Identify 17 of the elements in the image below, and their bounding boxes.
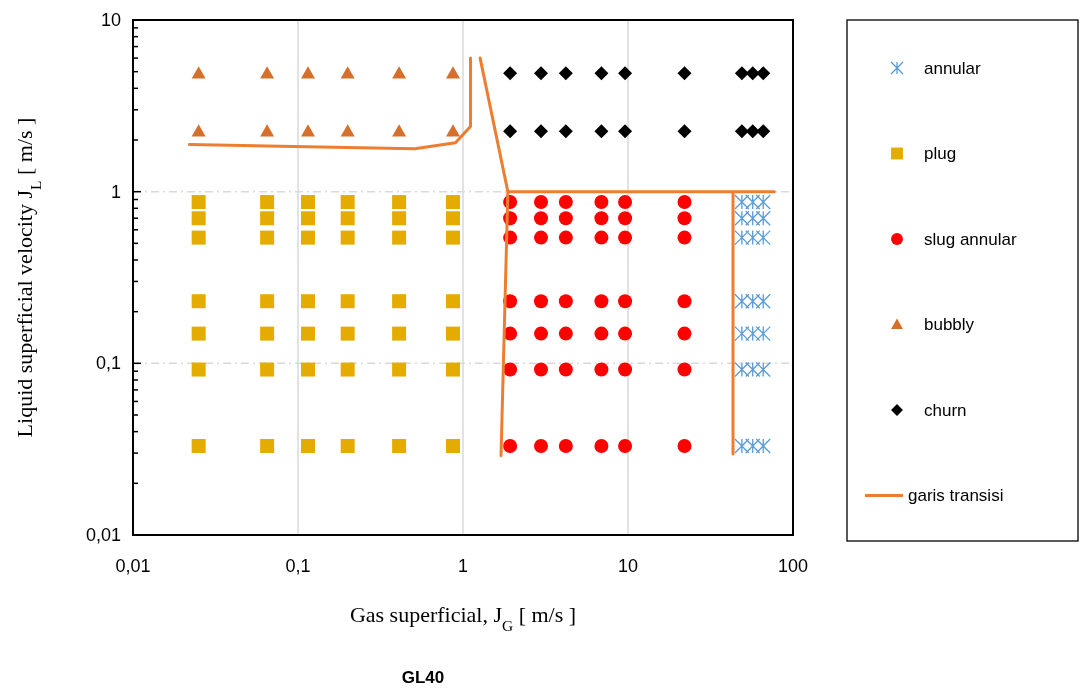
x-axis-title: Gas superficial, J$_{G}$ [ m/s ] — [349, 602, 577, 634]
y-tick-label: 0,1 — [95, 353, 121, 374]
legend-label: plug — [924, 144, 957, 163]
y-tick-label: 1 — [110, 181, 121, 202]
x-tick-label: 0,1 — [285, 556, 311, 576]
legend-label: garis transisi — [908, 486, 1004, 505]
y-tick-label: 10 — [100, 10, 121, 30]
x-tick-label: 1 — [457, 556, 469, 576]
x-tick-label: 0,01 — [115, 556, 151, 576]
legend-label: churn — [924, 400, 967, 420]
x-tick-label: 10 — [617, 556, 639, 576]
legend-label: annular — [924, 58, 982, 78]
x-tick-label: 100 — [777, 556, 809, 576]
legend-label: slug annular — [924, 229, 1017, 249]
text: GL40 — [401, 668, 445, 687]
legend-label: bubbly — [924, 315, 975, 334]
y-tick-label: 0,01 — [85, 525, 121, 545]
